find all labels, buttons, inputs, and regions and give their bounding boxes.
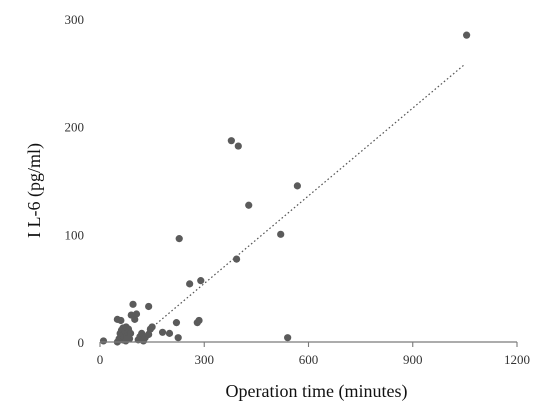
data-point <box>99 337 108 345</box>
data-point <box>117 316 125 325</box>
data-point <box>463 31 471 39</box>
y-tick-label: 200 <box>65 120 85 135</box>
data-point <box>186 280 194 288</box>
data-point <box>174 334 182 342</box>
data-point <box>132 310 141 318</box>
data-point <box>227 137 235 145</box>
x-tick-label: 900 <box>403 352 423 367</box>
data-point <box>158 328 167 336</box>
data-point <box>197 277 205 285</box>
y-tick-label: 0 <box>78 335 85 350</box>
data-point <box>129 300 137 308</box>
data-point <box>232 255 241 263</box>
x-tick-label: 300 <box>195 352 215 367</box>
trendline-layer <box>134 63 466 343</box>
x-axis-title: Operation time (minutes) <box>226 381 408 402</box>
data-point <box>125 335 134 343</box>
y-tick-label: 100 <box>65 227 85 242</box>
x-tick-label: 0 <box>97 352 104 367</box>
trendline <box>134 63 466 343</box>
y-axis-ticks: 0 100 200 300 <box>65 12 85 350</box>
data-point <box>293 182 301 190</box>
data-point <box>277 230 285 238</box>
data-point <box>284 334 292 342</box>
data-point <box>175 235 183 243</box>
data-point <box>145 302 153 311</box>
data-point <box>165 329 174 337</box>
data-point <box>148 323 156 331</box>
y-tick-label: 300 <box>65 12 85 27</box>
y-axis-title: I L-6 (pg/ml) <box>24 143 45 238</box>
data-point <box>245 201 253 209</box>
x-tick-label: 600 <box>299 352 319 367</box>
data-point <box>234 142 242 150</box>
x-axis-ticks: 0 300 600 900 1200 <box>97 342 530 367</box>
data-point <box>195 316 203 325</box>
data-points <box>99 31 471 346</box>
data-point <box>126 329 135 337</box>
data-point <box>172 319 181 327</box>
x-tick-label: 1200 <box>504 352 530 367</box>
